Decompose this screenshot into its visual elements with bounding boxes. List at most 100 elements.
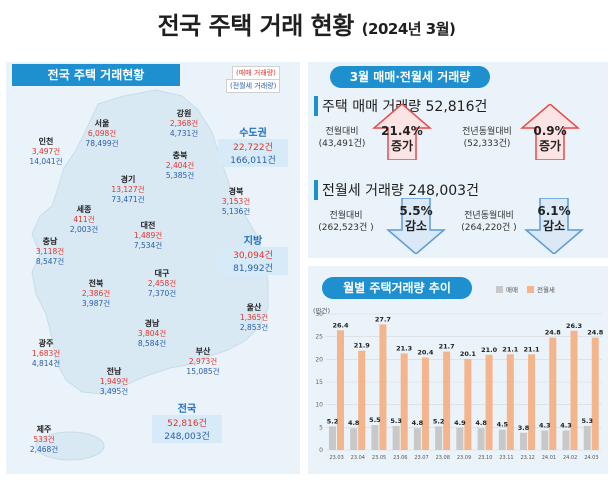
bar-sale [498, 429, 506, 450]
x-tick-label: 24.01 [542, 455, 556, 461]
rent-yoy-change: 6.1% 감소 [524, 204, 584, 234]
title-sub: (2024년 3월) [361, 20, 456, 38]
local-area-sale: 30,094건 [233, 251, 273, 261]
region-name: 부산 [195, 347, 211, 356]
capital-area-rent: 166,011건 [230, 156, 276, 166]
rent-yoy-direction: 감소 [542, 219, 566, 233]
region-daejeon: 대전 1,489건 7,534건 [128, 220, 168, 251]
region-rent: 8,584건 [137, 339, 167, 348]
bar-sale [541, 430, 549, 450]
data-label-sale: 5.5 [369, 416, 381, 424]
rent-mom-cell: 전월대비 (262,523건 ) [312, 210, 380, 234]
region-incheon: 인천 3,497건 14,041건 [26, 136, 66, 167]
region-sale: 1,489건 [133, 231, 163, 240]
region-sale: 3,153건 [221, 197, 251, 206]
region-rent: 3,987건 [81, 299, 111, 308]
bar-rent [379, 324, 387, 450]
data-label-rent: 21.9 [354, 342, 371, 350]
data-label-sale: 4.8 [348, 419, 360, 427]
korea-map [31, 89, 269, 461]
legend-swatch-rent [526, 285, 534, 293]
region-sale: 3,804건 [137, 329, 167, 338]
sale-yoy-value: 0.9% [533, 124, 567, 138]
rent-mom-value: 5.5% [399, 204, 433, 218]
data-label-sale: 4.3 [560, 422, 572, 430]
bar-sale [328, 426, 336, 450]
region-name: 울산 [246, 303, 262, 312]
bar-rent [358, 350, 366, 450]
jeju-island-shape [35, 431, 105, 461]
sale-yoy-direction: 증가 [538, 139, 562, 153]
data-label-rent: 21.7 [439, 343, 455, 351]
region-gyeongbuk: 경북 3,153건 5,136건 [216, 186, 256, 217]
rent-yoy-label: 전년동월대비 [464, 211, 514, 221]
capital-area-block: 수도권 22,722건 166,011건 [218, 124, 288, 167]
region-rent: 78,499건 [85, 139, 119, 148]
region-name: 전북 [88, 279, 104, 288]
data-label-sale: 5.3 [390, 417, 402, 425]
local-area-title: 지방 [243, 236, 263, 247]
region-rent: 7,534건 [133, 241, 163, 250]
x-tick-label: 23.10 [478, 455, 492, 461]
y-tick-label: 30 [315, 311, 323, 318]
sale-mom-cell: 전월대비 (43,491건) [312, 126, 372, 150]
bar-sale [583, 425, 591, 450]
local-area-block: 지방 30,094건 81,992건 [218, 232, 288, 275]
bar-rent [506, 354, 514, 450]
data-label-rent: 20.1 [460, 350, 477, 358]
x-tick-label: 24.03 [584, 455, 598, 461]
capital-area-title: 수도권 [239, 128, 267, 139]
region-gyeongnam: 경남 3,804건 8,584건 [132, 318, 172, 349]
data-label-sale: 4.8 [475, 419, 487, 427]
y-tick-label: 20 [315, 356, 323, 363]
bar-rent [570, 330, 578, 450]
bar-rent [464, 358, 472, 450]
sale-yoy-label: 전년동월대비 [462, 127, 512, 137]
rent-yoy-value: 6.1% [537, 204, 571, 218]
sale-yoy-cell: 전년동월대비 (52,333건) [450, 126, 524, 150]
page-title: 전국 주택 거래 현황 (2024년 3월) [0, 6, 613, 41]
region-sale: 3,118건 [35, 247, 65, 256]
x-tick-label: 23.03 [329, 455, 343, 461]
rent-mom-label: 전월대비 [329, 211, 363, 221]
data-label-rent: 21.3 [396, 344, 412, 352]
bar-sale [413, 428, 421, 450]
region-sale: 2,458건 [147, 279, 177, 288]
sale-mom-label: 전월대비 [325, 127, 359, 137]
bar-sale [456, 427, 464, 450]
rent-mom-direction: 감소 [404, 219, 428, 233]
y-tick-label: 0 [319, 447, 323, 454]
up-arrow-icon [520, 104, 580, 160]
region-name: 대구 [154, 269, 170, 278]
rent-volume-heading: 전월세 거래량 248,003건 [314, 180, 479, 200]
region-name: 대전 [140, 221, 156, 230]
legend-sale: (매매 거래량) [232, 66, 280, 80]
legend-label-sale: 매매 [506, 286, 518, 294]
region-name: 경북 [228, 187, 244, 196]
region-name: 강원 [176, 109, 192, 118]
y-tick-label: 25 [315, 334, 323, 341]
x-tick-label: 23.09 [457, 455, 471, 461]
region-sale: 533건 [33, 435, 55, 444]
x-tick-label: 23.12 [521, 455, 535, 461]
nation-title: 전국 [177, 404, 197, 415]
region-jeonbuk: 전북 2,386건 3,987건 [76, 278, 116, 309]
region-daegu: 대구 2,458건 7,370건 [142, 268, 182, 299]
rent-mom-base: (262,523건 ) [318, 223, 374, 233]
region-rent: 3,495건 [99, 387, 129, 396]
data-label-rent: 24.8 [587, 329, 604, 337]
bar-rent [591, 337, 599, 450]
region-sale: 2,404건 [165, 161, 195, 170]
region-name: 서울 [94, 119, 110, 128]
data-label-sale: 5.3 [581, 417, 593, 425]
chart-unit-label: (만건) [313, 307, 331, 315]
region-sale: 1,683건 [31, 349, 61, 358]
region-rent: 8,547건 [35, 257, 65, 266]
bar-rent [336, 330, 344, 450]
nation-rent: 248,003건 [164, 432, 210, 442]
summary-panel-header: 3월 매매·전월세 거래량 [330, 66, 490, 88]
sale-mom-value: 21.4% [381, 124, 423, 138]
region-sale: 13,127건 [111, 185, 145, 194]
data-label-rent: 24.8 [545, 329, 562, 337]
data-label-rent: 21.1 [502, 345, 519, 353]
